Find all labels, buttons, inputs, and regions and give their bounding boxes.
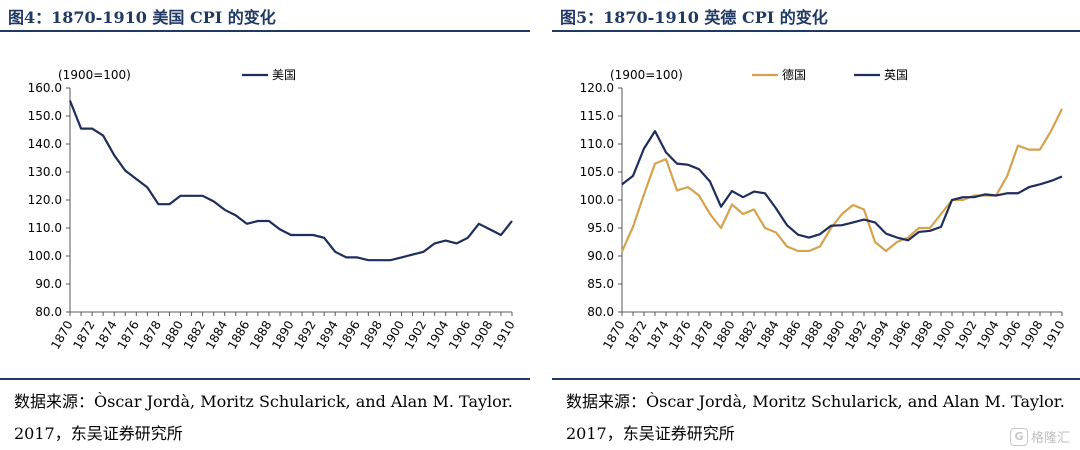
y-tick-label: 90.0 bbox=[35, 277, 62, 291]
y-tick-label: 90.0 bbox=[587, 249, 614, 263]
x-tick-label: 1908 bbox=[1018, 318, 1045, 351]
y-tick-label: 100.0 bbox=[580, 193, 614, 207]
plot-area bbox=[68, 100, 513, 262]
unit-label: (1900=100) bbox=[58, 68, 131, 82]
y-tick-label: 130.0 bbox=[28, 165, 62, 179]
x-tick-label: 1896 bbox=[336, 318, 363, 351]
x-tick-label: 1872 bbox=[70, 318, 97, 351]
y-tick-label: 95.0 bbox=[587, 221, 614, 235]
x-tick-label: 1898 bbox=[358, 318, 385, 351]
x-tick-label: 1902 bbox=[402, 318, 429, 351]
chart-legend: 美国 bbox=[242, 68, 296, 82]
y-axis: 80.0 90.0 100.0 110.0 120.0 130.0 140.0 150.0 16… bbox=[28, 81, 71, 319]
x-tick-label: 1878 bbox=[688, 318, 715, 351]
x-tick-label: 1900 bbox=[380, 318, 407, 351]
watermark-text: 格隆汇 bbox=[1030, 431, 1070, 446]
legend-label: 英国 bbox=[884, 68, 908, 82]
figure-5-bottom-rule bbox=[552, 378, 1080, 380]
x-tick-label: 1902 bbox=[952, 318, 979, 351]
x-tick-label: 1876 bbox=[115, 318, 142, 351]
series-line-英国 bbox=[621, 130, 1063, 242]
x-tick-label: 1882 bbox=[181, 318, 208, 351]
x-tick-label: 1908 bbox=[468, 318, 495, 351]
x-tick-label: 1874 bbox=[644, 318, 671, 351]
plot-area bbox=[620, 108, 1063, 253]
y-tick-label: 120.0 bbox=[580, 81, 614, 95]
y-axis: 80.0 85.0 90.0 95.0 100.0 105.0 110.0 115.0 120.… bbox=[580, 81, 623, 319]
x-tick-label: 1904 bbox=[974, 318, 1001, 351]
x-tick-label: 1898 bbox=[908, 318, 935, 351]
figure-5-top-rule bbox=[552, 30, 1080, 32]
x-tick-label: 1882 bbox=[732, 318, 759, 351]
x-tick-label: 1906 bbox=[446, 318, 473, 351]
figure-5-source: 数据来源：Òscar Jordà, Moritz Schularick, and… bbox=[566, 392, 1065, 443]
figure-4-bottom-rule bbox=[0, 378, 530, 380]
y-tick-label: 110.0 bbox=[28, 221, 62, 235]
figure-4-chart: (1900=100) 美国 80.0 90.0 100.0 110.0 120.0 130… bbox=[28, 68, 518, 352]
unit-label: (1900=100) bbox=[610, 68, 683, 82]
figure-5-chart: (1900=100) 德国 英国 80.0 85.0 90.0 95.0 100.0 105… bbox=[580, 67, 1068, 352]
legend-label: 美国 bbox=[272, 68, 296, 82]
x-tick-label: 1880 bbox=[710, 318, 737, 351]
x-tick-label: 1874 bbox=[92, 318, 119, 351]
x-tick-label: 1892 bbox=[842, 318, 869, 351]
x-tick-label: 1884 bbox=[203, 318, 230, 351]
x-tick-label: 1884 bbox=[754, 318, 781, 351]
y-tick-label: 150.0 bbox=[28, 109, 62, 123]
watermark: G 格隆汇 bbox=[1009, 427, 1070, 446]
x-tick-label: 1904 bbox=[424, 318, 451, 351]
figure-5-title: 图5：1870-1910 英德 CPI 的变化 bbox=[560, 8, 828, 27]
y-tick-label: 85.0 bbox=[587, 277, 614, 291]
x-tick-label: 1878 bbox=[137, 318, 164, 351]
y-tick-label: 100.0 bbox=[28, 249, 62, 263]
series-line-美国 bbox=[68, 100, 513, 262]
x-tick-label: 1886 bbox=[225, 318, 252, 351]
x-tick-label: 1886 bbox=[776, 318, 803, 351]
y-tick-label: 115.0 bbox=[580, 109, 614, 123]
x-tick-label: 1896 bbox=[886, 318, 913, 351]
figure-4-panel: 图4：1870-1910 美国 CPI 的变化 (1900=100) 美国 80… bbox=[0, 0, 530, 450]
x-tick-label: 1906 bbox=[996, 318, 1023, 351]
x-tick-label: 1888 bbox=[798, 318, 825, 351]
y-tick-label: 140.0 bbox=[28, 137, 62, 151]
x-tick-label: 1876 bbox=[666, 318, 693, 351]
y-tick-label: 110.0 bbox=[580, 137, 614, 151]
figure-4-title: 图4：1870-1910 美国 CPI 的变化 bbox=[8, 8, 276, 27]
watermark-logo-icon: G bbox=[1009, 427, 1028, 446]
x-axis: 1870187218741876187818801882188418861888… bbox=[48, 311, 518, 352]
x-tick-label: 1888 bbox=[247, 318, 274, 351]
y-tick-label: 160.0 bbox=[28, 81, 62, 95]
x-tick-label: 1880 bbox=[159, 318, 186, 351]
figure-5-panel: 图5：1870-1910 英德 CPI 的变化 (1900=100) 德国 英国 … bbox=[552, 0, 1080, 450]
x-tick-label: 1872 bbox=[622, 318, 649, 351]
x-tick-label: 1890 bbox=[269, 318, 296, 351]
x-tick-label: 1910 bbox=[490, 318, 517, 351]
series-line-德国 bbox=[620, 108, 1063, 253]
x-tick-label: 1894 bbox=[313, 318, 340, 351]
x-tick-label: 1870 bbox=[48, 318, 75, 351]
x-tick-label: 1910 bbox=[1040, 318, 1067, 351]
x-tick-label: 1892 bbox=[291, 318, 318, 351]
y-tick-label: 80.0 bbox=[587, 305, 614, 319]
x-tick-label: 1900 bbox=[930, 318, 957, 351]
y-tick-label: 80.0 bbox=[35, 305, 62, 319]
x-tick-label: 1890 bbox=[820, 318, 847, 351]
x-tick-label: 1894 bbox=[864, 318, 891, 351]
chart-legend: 德国 英国 bbox=[752, 67, 908, 82]
y-tick-label: 120.0 bbox=[28, 193, 62, 207]
x-axis: 1870187218741876187818801882188418861888… bbox=[600, 311, 1068, 352]
figure-4-source: 数据来源：Òscar Jordà, Moritz Schularick, and… bbox=[14, 392, 513, 443]
y-tick-label: 105.0 bbox=[580, 165, 614, 179]
x-tick-label: 1870 bbox=[600, 318, 627, 351]
legend-label: 德国 bbox=[782, 67, 806, 82]
figure-4-top-rule bbox=[0, 30, 530, 32]
